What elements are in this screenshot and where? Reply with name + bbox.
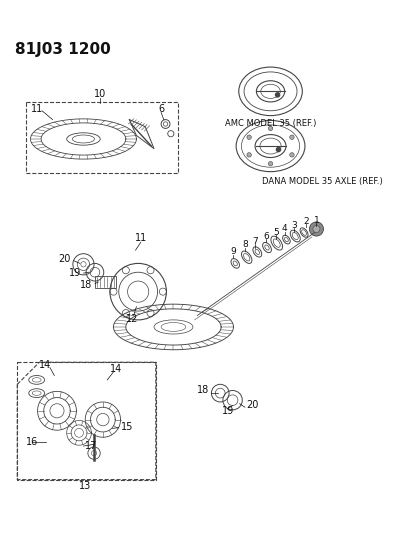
Text: 10: 10 (94, 89, 106, 99)
Text: 19: 19 (222, 406, 234, 416)
Text: 2: 2 (303, 216, 309, 225)
Text: 14: 14 (39, 360, 52, 370)
Text: 19: 19 (69, 268, 82, 278)
Text: 17: 17 (85, 441, 98, 451)
Text: 6: 6 (263, 231, 269, 240)
Text: 9: 9 (230, 247, 236, 256)
Text: 14: 14 (110, 365, 122, 374)
Circle shape (247, 135, 251, 140)
Text: 18: 18 (197, 385, 210, 395)
Circle shape (247, 152, 251, 157)
Text: 11: 11 (31, 104, 43, 114)
Text: AMC MODEL 35 (REF.): AMC MODEL 35 (REF.) (225, 119, 316, 128)
Circle shape (290, 135, 294, 140)
Circle shape (309, 222, 323, 236)
Text: 6: 6 (158, 104, 164, 114)
Circle shape (268, 161, 273, 166)
Text: 7: 7 (252, 237, 258, 246)
Text: 20: 20 (59, 254, 71, 264)
Text: 16: 16 (26, 437, 38, 447)
Text: 5: 5 (273, 228, 279, 237)
Circle shape (276, 147, 281, 152)
Text: 12: 12 (126, 314, 138, 324)
Text: 4: 4 (282, 224, 288, 233)
Text: 11: 11 (135, 233, 147, 243)
Circle shape (290, 152, 294, 157)
Text: 3: 3 (292, 221, 297, 230)
Text: 8: 8 (242, 240, 248, 249)
Text: 15: 15 (121, 422, 133, 432)
Circle shape (313, 225, 320, 232)
Text: 13: 13 (79, 481, 91, 491)
Text: 20: 20 (247, 400, 259, 410)
Circle shape (268, 126, 273, 131)
Circle shape (275, 93, 280, 97)
Bar (95, 276, 116, 288)
Text: 81J03 1200: 81J03 1200 (15, 42, 110, 57)
Text: 1: 1 (314, 216, 319, 225)
Text: DANA MODEL 35 AXLE (REF.): DANA MODEL 35 AXLE (REF.) (262, 177, 383, 186)
Text: 18: 18 (80, 280, 92, 289)
